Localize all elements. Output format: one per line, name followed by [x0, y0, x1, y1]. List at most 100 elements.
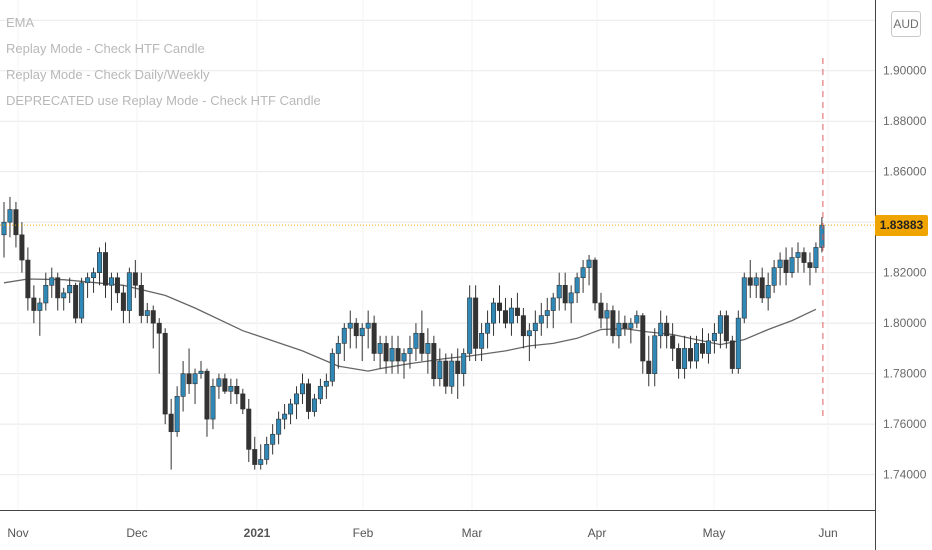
y-tick-label: 1.76000 — [883, 417, 927, 431]
candle-body — [682, 348, 688, 369]
current-price-label: 1.83883 — [875, 214, 928, 236]
x-tick-label: May — [703, 526, 726, 540]
candle-body — [401, 353, 407, 362]
candle-body — [437, 360, 443, 380]
legend-item-replay-htf[interactable]: Replay Mode - Check HTF Candle — [6, 41, 205, 56]
candle-body — [91, 272, 97, 279]
candle-body — [37, 302, 43, 311]
candle-body — [192, 373, 198, 385]
candle-body — [562, 284, 568, 304]
candle-body — [622, 322, 628, 329]
candle-body — [138, 284, 144, 316]
candle-body — [85, 277, 91, 284]
candle-body — [443, 360, 449, 387]
candle-body — [616, 322, 622, 337]
candle-body — [299, 383, 305, 395]
candle-body — [652, 335, 658, 374]
candle-body — [455, 360, 461, 374]
candle-body — [676, 348, 682, 369]
x-tick-label: Nov — [7, 526, 28, 540]
candle-body — [186, 373, 192, 385]
indicator-legend: EMA Replay Mode - Check HTF Candle Repla… — [6, 14, 321, 118]
candle-body — [335, 343, 341, 354]
candle-body — [210, 385, 216, 420]
candle-body — [431, 343, 437, 380]
candle-body — [329, 353, 335, 382]
candle-body — [126, 272, 132, 311]
candle-body — [520, 315, 526, 337]
candle-body — [658, 322, 664, 337]
candle-body — [479, 332, 485, 349]
candle-body — [407, 348, 413, 354]
candle-body — [735, 317, 741, 369]
candle-body — [628, 322, 634, 329]
candle-body — [544, 310, 550, 316]
candle-body — [485, 322, 491, 334]
candle-body — [777, 259, 783, 268]
candle-body — [765, 284, 771, 299]
candle-body — [795, 252, 801, 258]
candle-body — [664, 322, 670, 337]
candle-body — [270, 433, 276, 445]
y-tick-label: 1.74000 — [883, 468, 927, 482]
candle-body — [532, 322, 538, 332]
candle-body — [783, 259, 789, 273]
candle-body — [514, 307, 520, 316]
candle-body — [807, 262, 813, 268]
legend-item-deprecated-replay[interactable]: DEPRECATED use Replay Mode - Check HTF C… — [6, 93, 321, 108]
candle-body — [49, 277, 55, 286]
candle-body — [198, 370, 204, 374]
grid-lines — [0, 0, 875, 510]
candle-body — [801, 252, 807, 263]
candle-body — [150, 310, 156, 324]
x-tick-label: Mar — [462, 526, 483, 540]
candle-body — [31, 297, 37, 311]
candle-body — [294, 393, 300, 405]
candle-body — [144, 310, 150, 316]
legend-item-replay-daily-weekly[interactable]: Replay Mode - Check Daily/Weekly — [6, 67, 210, 82]
candle-body — [67, 284, 73, 294]
currency-badge[interactable]: AUD — [891, 11, 921, 37]
candle-body — [491, 302, 497, 324]
candle-body — [79, 282, 85, 319]
candle-body — [711, 332, 717, 342]
candle-body — [473, 297, 479, 349]
legend-item-ema[interactable]: EMA — [6, 15, 35, 30]
candle-body — [538, 315, 544, 324]
candle-body — [252, 449, 258, 465]
candle-body — [114, 277, 120, 294]
candle-body — [102, 252, 108, 286]
candles-layer — [1, 196, 825, 470]
candle-body — [610, 310, 616, 337]
candle-body — [771, 267, 777, 286]
candle-body — [108, 277, 114, 286]
candle-body — [508, 307, 514, 324]
candle-body — [341, 327, 347, 344]
candle-body — [574, 277, 580, 294]
y-tick-label: 1.80000 — [883, 316, 927, 330]
candle-body — [586, 259, 592, 268]
x-tick-label: Feb — [353, 526, 374, 540]
candle-body — [162, 332, 168, 415]
candle-body — [180, 373, 186, 397]
candle-body — [132, 272, 138, 286]
candle-body — [497, 302, 503, 311]
candle-body — [813, 247, 819, 268]
candle-body — [240, 393, 246, 410]
candle-body — [449, 360, 455, 387]
candle-body — [526, 330, 532, 337]
candle-body — [383, 343, 389, 362]
candle-body — [13, 209, 19, 236]
candle-body — [204, 370, 210, 420]
candle-body — [670, 335, 676, 349]
candle-body — [556, 284, 562, 299]
candle-body — [1, 221, 7, 236]
candle-body — [461, 353, 467, 374]
candle-body — [25, 259, 31, 299]
candle-body — [598, 302, 604, 319]
candle-body — [580, 267, 586, 279]
candle-body — [759, 277, 765, 299]
